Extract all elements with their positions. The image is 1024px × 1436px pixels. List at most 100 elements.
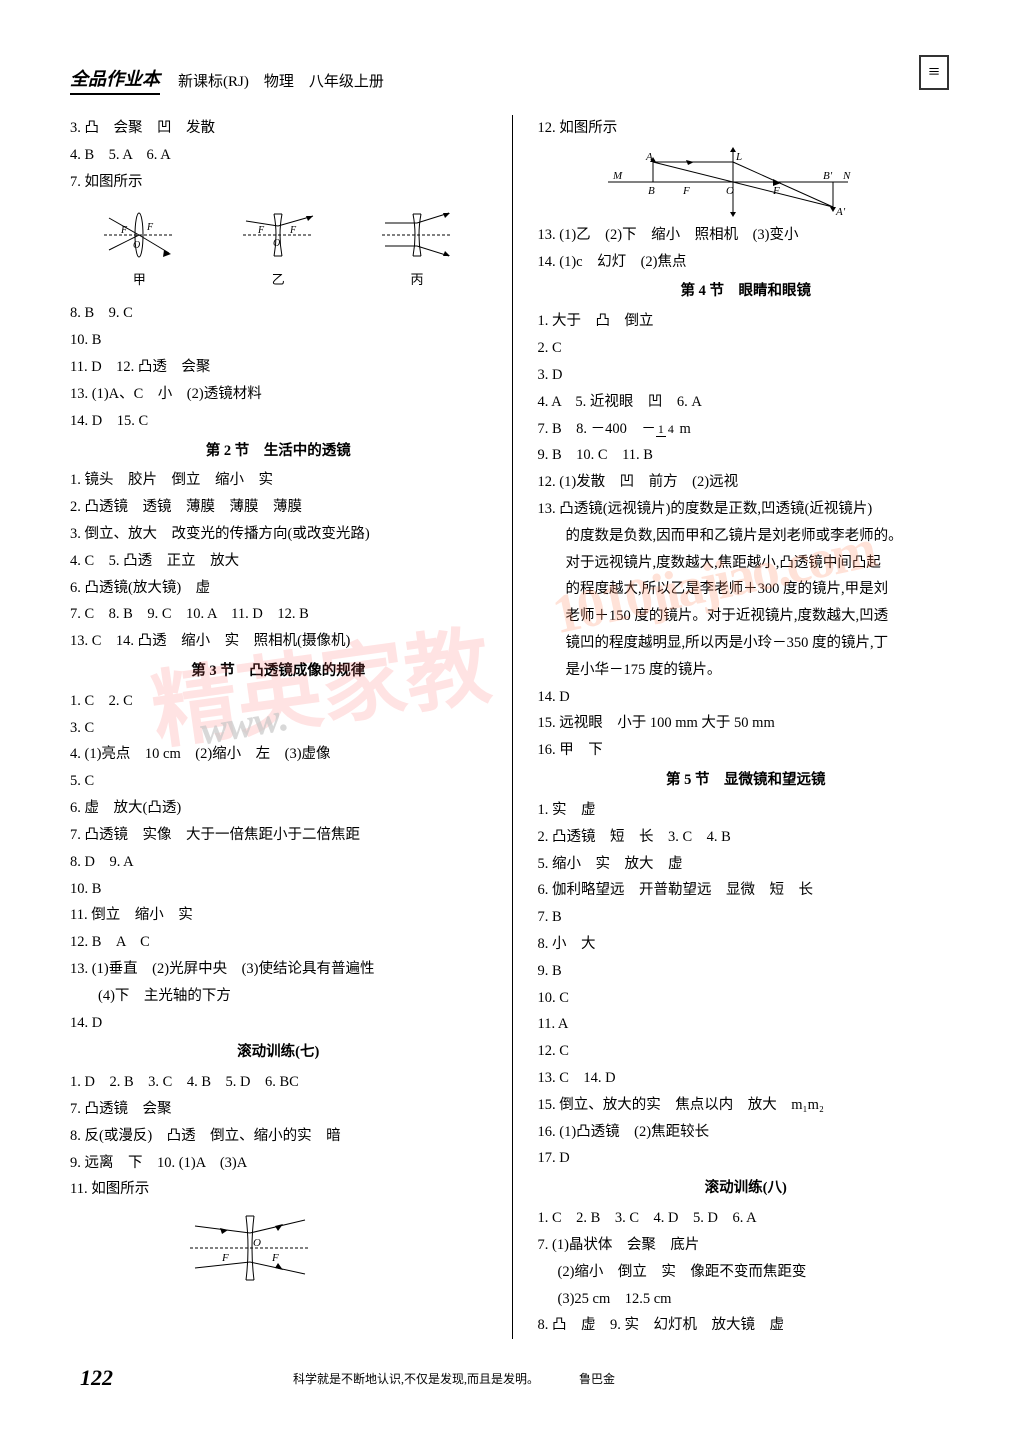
answer-line: 7. 凸透镜 会聚 — [70, 1096, 487, 1123]
answer-line: 8. 小 大 — [538, 931, 955, 958]
answer-line: 12. B A C — [70, 929, 487, 956]
svg-text:F: F — [146, 222, 154, 233]
svg-text:O: O — [273, 238, 280, 249]
answer-line: 1. C 2. C — [70, 688, 487, 715]
section-5-title: 第 5 节 显微镜和望远镜 — [538, 767, 955, 794]
svg-text:A: A — [645, 151, 653, 163]
answer-line: 的度数是负数,因而甲和乙镜片是刘老师或李老师的。 — [538, 523, 955, 550]
content: 3. 凸 会聚 凹 发散 4. B 5. A 6. A 7. 如图所示 F F … — [70, 115, 954, 1339]
rolling-8-title: 滚动训练(八) — [538, 1175, 955, 1202]
answer-line: 7. C 8. B 9. C 10. A 11. D 12. B — [70, 601, 487, 628]
answer-line: 1. 镜头 胶片 倒立 缩小 实 — [70, 467, 487, 494]
answer-line: 5. C — [70, 768, 487, 795]
answer-line: 17. D — [538, 1145, 955, 1172]
svg-text:N: N — [842, 170, 851, 182]
svg-text:F: F — [772, 185, 780, 197]
answer-line: 16. (1)凸透镜 (2)焦距较长 — [538, 1119, 955, 1146]
answer-line: 5. 缩小 实 放大 虚 — [538, 851, 955, 878]
answer-line: 7. 如图所示 — [70, 169, 487, 196]
answer-line: 8. 反(或漫反) 凸透 倒立、缩小的实 暗 — [70, 1123, 487, 1150]
svg-text:O: O — [253, 1237, 261, 1249]
answer-line: 4. (1)亮点 10 cm (2)缩小 左 (3)虚像 — [70, 741, 487, 768]
lens-rays-icon — [377, 208, 457, 263]
answer-line: 13. C 14. D — [538, 1065, 955, 1092]
answer-line: 13. C 14. 凸透 缩小 实 照相机(摄像机) — [70, 628, 487, 655]
page-footer: 122 科学就是不断地认识,不仅是发现,而且是发明。 鲁巴金 — [0, 1365, 1024, 1391]
left-column: 3. 凸 会聚 凹 发散 4. B 5. A 6. A 7. 如图所示 F F … — [70, 115, 487, 1339]
answer-line: 12. (1)发散 凹 前方 (2)远视 — [538, 469, 955, 496]
column-divider — [512, 115, 513, 1339]
answer-line: 1. 实 虚 — [538, 797, 955, 824]
answer-line: 11. 如图所示 — [70, 1176, 487, 1203]
answer-line: 7. B 8. －400 －14 m — [538, 416, 955, 443]
answer-line: (2)缩小 倒立 实 像距不变而焦距变 — [538, 1259, 955, 1286]
answer-line: 11. A — [538, 1011, 955, 1038]
answer-line: 8. B 9. C — [70, 300, 487, 327]
answer-line: 10. B — [70, 876, 487, 903]
answer-line: 3. 凸 会聚 凹 发散 — [70, 115, 487, 142]
answer-line: 15. 远视眼 小于 100 mm 大于 50 mm — [538, 710, 955, 737]
svg-text:A': A' — [835, 206, 846, 217]
answer-line: 14. D — [70, 1010, 487, 1037]
header-subtitle: 新课标(RJ) 物理 八年级上册 — [178, 70, 384, 91]
answer-line: 14. D 15. C — [70, 408, 487, 435]
corner-icon: ≡ — [919, 55, 949, 90]
answer-line: (4)下 主光轴的下方 — [70, 983, 487, 1010]
right-column: 12. 如图所示 A M B F O L F B' N A' 13. — [538, 115, 955, 1339]
answer-line: 12. C — [538, 1038, 955, 1065]
footer-author: 鲁巴金 — [579, 1370, 615, 1387]
answer-line: (3)25 cm 12.5 cm — [538, 1286, 955, 1313]
answer-line: 4. C 5. 凸透 正立 放大 — [70, 548, 487, 575]
svg-text:B': B' — [823, 170, 833, 182]
rolling-7-title: 滚动训练(七) — [70, 1039, 487, 1066]
svg-text:O: O — [133, 240, 140, 251]
answer-line: 15. 倒立、放大的实 焦点以内 放大 m₁m₂ — [538, 1092, 955, 1119]
svg-text:B: B — [648, 185, 655, 197]
answer-line: 老师＋150 度的镜片。对于近视镜片,度数越大,凹透 — [538, 603, 955, 630]
svg-text:O: O — [726, 185, 734, 197]
svg-text:F: F — [289, 225, 297, 236]
footer-quote: 科学就是不断地认识,不仅是发现,而且是发明。 — [293, 1370, 539, 1387]
answer-line: 镜凹的程度越明显,所以丙是小玲－350 度的镜片,丁 — [538, 630, 955, 657]
answer-line: 1. D 2. B 3. C 4. B 5. D 6. BC — [70, 1069, 487, 1096]
section-3-title: 第 3 节 凸透镜成像的规律 — [70, 658, 487, 685]
section-2-title: 第 2 节 生活中的透镜 — [70, 438, 487, 465]
page-number: 122 — [80, 1365, 113, 1391]
answer-line: 6. 伽利略望远 开普勒望远 显微 短 长 — [538, 877, 955, 904]
convex-lens-icon: F F O — [99, 208, 179, 263]
answer-line: 1. C 2. B 3. C 4. D 5. D 6. A — [538, 1205, 955, 1232]
answer-line: 2. 凸透镜 透镜 薄膜 薄膜 薄膜 — [70, 494, 487, 521]
answer-line: 7. B — [538, 904, 955, 931]
answer-line: 10. B — [70, 327, 487, 354]
page-header: 全品作业本 新课标(RJ) 物理 八年级上册 — [70, 65, 954, 95]
diagram-yi: F O F 乙 — [238, 203, 318, 292]
fraction: 14 — [656, 423, 676, 435]
answer-line: 9. 远离 下 10. (1)A (3)A — [70, 1150, 487, 1177]
answer-line: 14. (1)c 幻灯 (2)焦点 — [538, 249, 955, 276]
svg-text:L: L — [735, 151, 742, 163]
answer-line: 2. 凸透镜 短 长 3. C 4. B — [538, 824, 955, 851]
answer-line: 的程度越大,所以乙是李老师＋300 度的镜片,甲是刘 — [538, 576, 955, 603]
svg-text:F: F — [120, 225, 128, 236]
lens-diagram-row: F F O 甲 F O F 乙 — [70, 203, 487, 292]
answer-line: 4. B 5. A 6. A — [70, 142, 487, 169]
svg-text:M: M — [612, 170, 623, 182]
answer-line: 1. 大于 凸 倒立 — [538, 308, 955, 335]
answer-line: 14. D — [538, 684, 955, 711]
svg-text:F: F — [271, 1252, 279, 1264]
diagram-jia: F F O 甲 — [99, 203, 179, 292]
answer-line: 2. C — [538, 335, 955, 362]
answer-line: 9. B — [538, 958, 955, 985]
answer-line: 8. 凸 虚 9. 实 幻灯机 放大镜 虚 — [538, 1312, 955, 1339]
answer-line: 13. (1)垂直 (2)光屏中央 (3)使结论具有普遍性 — [70, 956, 487, 983]
svg-text:F: F — [257, 225, 265, 236]
section-4-title: 第 4 节 眼睛和眼镜 — [538, 278, 955, 305]
answer-line: 7. 凸透镜 实像 大于一倍焦距小于二倍焦距 — [70, 822, 487, 849]
answer-line: 3. D — [538, 362, 955, 389]
concave-lens-icon: F O F — [238, 208, 318, 263]
answer-line: 是小华－175 度的镜片。 — [538, 657, 955, 684]
answer-line: 13. 凸透镜(远视镜片)的度数是正数,凹透镜(近视镜片) — [538, 496, 955, 523]
diagram-bing: 丙 — [377, 203, 457, 292]
answer-line: 3. C — [70, 715, 487, 742]
answer-line: 6. 凸透镜(放大镜) 虚 — [70, 575, 487, 602]
